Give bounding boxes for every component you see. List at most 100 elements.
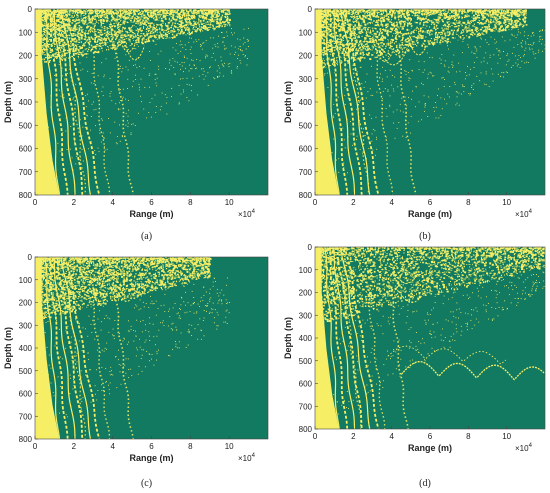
surface-point — [194, 11, 196, 14]
scatter-point — [183, 91, 184, 93]
scatter-point — [59, 150, 61, 152]
surface-point — [219, 22, 222, 25]
surface-point — [341, 52, 344, 54]
scatter-point — [137, 45, 139, 47]
surface-point — [343, 34, 346, 37]
surface-point — [78, 36, 80, 39]
surface-point — [392, 41, 393, 43]
surface-point — [193, 9, 195, 12]
surface-point — [116, 20, 118, 22]
surface-point — [60, 56, 62, 58]
surface-point — [357, 11, 360, 13]
surface-point — [367, 18, 370, 20]
surface-point — [51, 27, 53, 29]
surface-point — [113, 30, 116, 32]
surface-point — [517, 20, 520, 22]
surface-point — [168, 14, 172, 16]
surface-point — [155, 11, 157, 13]
surface-point — [328, 34, 331, 36]
surface-point — [43, 33, 46, 35]
surface-point — [489, 29, 491, 31]
surface-point — [185, 15, 188, 17]
surface-point — [41, 35, 44, 37]
surface-point — [469, 33, 472, 36]
surface-point — [366, 10, 369, 13]
surface-point — [84, 21, 87, 23]
surface-point — [504, 29, 507, 31]
surface-point — [162, 22, 164, 24]
surface-point — [133, 19, 136, 22]
surface-point — [354, 59, 357, 61]
surface-point — [113, 22, 115, 25]
surface-point — [370, 37, 372, 40]
surface-point — [325, 32, 327, 34]
surface-point — [487, 10, 490, 12]
scatter-point — [222, 41, 224, 43]
surface-point — [72, 38, 75, 40]
scatter-point — [123, 120, 125, 122]
surface-point — [355, 18, 356, 20]
surface-point — [158, 37, 161, 39]
surface-point — [84, 53, 87, 55]
surface-point — [227, 13, 230, 15]
surface-point — [185, 23, 188, 26]
surface-point — [448, 31, 451, 33]
surface-point — [187, 10, 190, 13]
surface-point — [147, 30, 149, 33]
surface-point — [361, 49, 364, 51]
surface-point — [503, 21, 505, 24]
surface-point — [397, 26, 400, 28]
surface-point — [411, 43, 414, 45]
surface-point — [380, 22, 383, 24]
surface-point — [62, 9, 65, 12]
surface-point — [76, 45, 77, 48]
surface-point — [80, 35, 83, 37]
surface-point — [62, 42, 64, 43]
surface-point — [64, 18, 67, 21]
surface-point — [175, 35, 177, 37]
surface-point — [106, 12, 109, 14]
scatter-point — [132, 123, 134, 125]
surface-point — [151, 22, 153, 24]
surface-point — [416, 16, 419, 19]
surface-point — [316, 65, 318, 67]
surface-point — [421, 10, 423, 12]
surface-point — [224, 9, 228, 10]
surface-point — [367, 35, 371, 37]
surface-point — [95, 51, 98, 53]
surface-point — [344, 44, 347, 46]
surface-point — [477, 17, 481, 19]
interference-arc — [125, 45, 145, 61]
surface-point — [101, 38, 103, 40]
surface-point — [359, 41, 361, 43]
scatter-point — [190, 37, 192, 39]
scatter-point — [125, 66, 127, 68]
scatter-point — [149, 102, 151, 103]
surface-point — [201, 11, 203, 13]
surface-point — [322, 21, 324, 22]
surface-point — [445, 9, 447, 11]
surface-point — [46, 23, 49, 26]
surface-point — [365, 49, 368, 51]
surface-point — [109, 23, 112, 26]
surface-point — [63, 27, 66, 30]
surface-point — [144, 11, 147, 13]
surface-point — [80, 10, 82, 12]
scatter-point — [151, 98, 153, 100]
surface-point — [365, 10, 366, 13]
surface-point — [349, 16, 351, 18]
surface-point — [178, 26, 181, 28]
surface-point — [171, 19, 173, 22]
surface-point — [363, 19, 365, 21]
surface-point — [35, 12, 37, 14]
surface-point — [477, 12, 480, 14]
surface-point — [455, 9, 458, 12]
surface-point — [75, 18, 77, 20]
surface-point — [398, 11, 400, 12]
surface-point — [63, 9, 65, 11]
surface-point — [358, 44, 360, 47]
surface-point — [335, 22, 336, 24]
surface-point — [205, 21, 207, 24]
surface-point — [198, 16, 201, 18]
surface-point — [422, 11, 424, 13]
